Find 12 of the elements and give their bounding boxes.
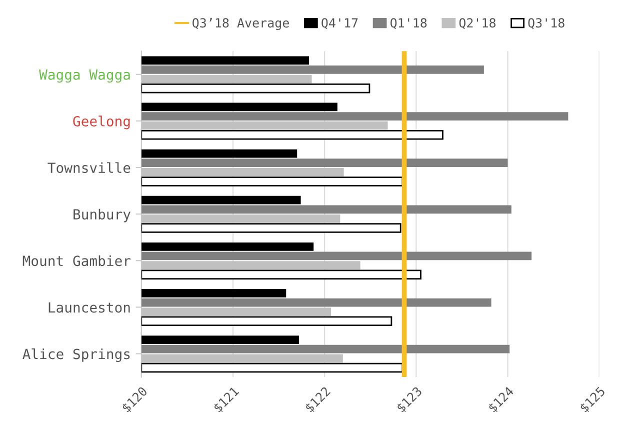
- y-tick-label: Bunbury: [74, 208, 130, 222]
- y-tick-label: Townsville: [48, 162, 130, 174]
- y-tick-label: Alice Springs: [22, 348, 130, 362]
- legend-label: Q4'17: [322, 18, 358, 30]
- y-tick-label: Launceston: [48, 302, 130, 313]
- y-tick-label: Wagga Wagga: [39, 70, 130, 83]
- y-tick-label: Mount Gambier: [22, 255, 130, 266]
- y-tick-label: Geelong: [73, 116, 130, 130]
- legend-label: Q1'18: [390, 18, 427, 30]
- legend-label: Q2'18: [459, 18, 496, 30]
- legend-label: Q3'18: [528, 18, 564, 30]
- legend-label: Q3’18 Average: [192, 18, 289, 30]
